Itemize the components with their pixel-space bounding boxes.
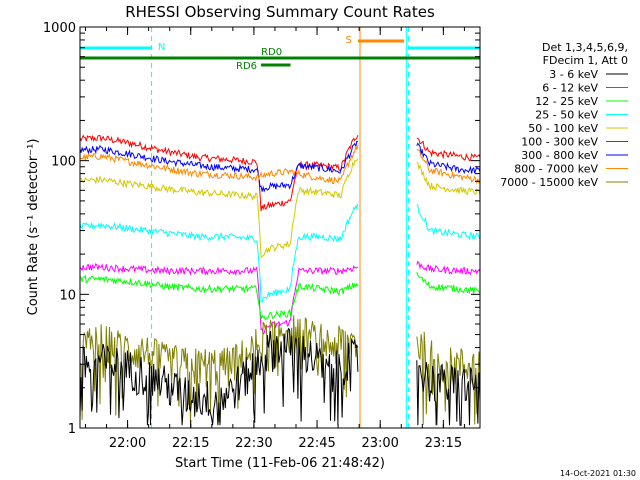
series-line (79, 327, 359, 426)
x-tick-label: 22:00 (109, 436, 146, 451)
series-line (79, 275, 359, 321)
x-tick-label: 22:30 (235, 436, 272, 451)
legend-label: 800 - 7000 keV (514, 163, 598, 176)
series-line (79, 262, 359, 336)
x-tick-label: 22:45 (298, 436, 335, 451)
legend-label: 3 - 6 keV (549, 68, 598, 81)
series-line (79, 315, 359, 426)
series-line (79, 140, 358, 193)
plot-area: N S RD0 RD6 (79, 27, 481, 428)
series-line (416, 142, 481, 175)
y-tick-label: 100 (51, 155, 76, 170)
flag-label: RD6 (236, 61, 257, 72)
x-tick-label: 22:15 (172, 436, 209, 451)
series-line (416, 137, 481, 162)
legend-header: FDecim 1, Att 0 (543, 54, 628, 67)
series-line (79, 158, 359, 259)
flag-label: N (158, 42, 165, 53)
axes: 22:00 22:15 22:30 22:45 23:00 23:15 1 10 100 1000 (43, 21, 480, 451)
series-line (416, 360, 481, 426)
series-line (416, 148, 481, 185)
legend-label: 50 - 100 keV (528, 122, 598, 135)
flag-label: S (346, 35, 352, 46)
series-line (416, 204, 481, 241)
legend-label: 12 - 25 keV (535, 95, 598, 108)
flag-label: RD0 (261, 47, 282, 58)
series-line (79, 144, 359, 184)
chart-title: RHESSI Observing Summary Count Rates (125, 3, 435, 21)
y-tick-label: 1000 (43, 21, 76, 36)
x-tick-label: 23:00 (361, 436, 398, 451)
series-line (416, 260, 481, 276)
series-line (79, 203, 359, 303)
legend-label: 100 - 300 keV (521, 136, 598, 149)
x-axis-label: Start Time (11-Feb-06 21:48:42) (175, 456, 385, 471)
y-tick-label: 10 (59, 288, 76, 303)
legend-label: 7000 - 15000 keV (500, 176, 598, 189)
series-line (416, 271, 481, 295)
y-axis-label: Count Rate (s⁻¹ detector⁻¹) (26, 139, 41, 316)
y-tick-label: 1 (68, 422, 76, 437)
legend-label: 25 - 50 keV (535, 109, 598, 122)
plot-frame (79, 26, 481, 429)
legend-label: 300 - 800 keV (521, 149, 598, 162)
x-tick-label: 23:15 (425, 436, 462, 451)
legend: Det 1,3,4,5,6,9,FDecim 1, Att 03 - 6 keV… (500, 41, 628, 189)
legend-label: 6 - 12 keV (542, 82, 598, 95)
legend-header: Det 1,3,4,5,6,9, (542, 41, 628, 54)
footer-timestamp: 14-Oct-2021 01:30 (560, 469, 636, 478)
series-line (416, 161, 481, 196)
